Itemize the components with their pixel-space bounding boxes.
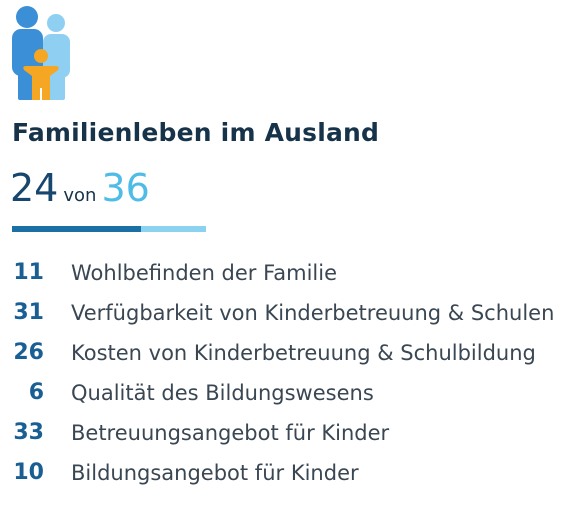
page-title: Familienleben im Ausland <box>12 118 380 147</box>
family-icon <box>8 4 80 102</box>
list-item: 11 Wohlbefinden der Familie <box>0 256 582 292</box>
item-label: Kosten von Kinderbetreuung & Schulbildun… <box>71 341 536 365</box>
list-item: 33 Betreuungsangebot für Kinder <box>0 416 582 452</box>
list-item: 26 Kosten von Kinderbetreuung & Schulbil… <box>0 336 582 372</box>
item-rank: 33 <box>13 420 44 445</box>
list-item: 10 Bildungsangebot für Kinder <box>0 456 582 492</box>
list-item: 31 Verfügbarkeit von Kinderbetreuung & S… <box>0 296 582 332</box>
rank-progress-bar <box>12 226 206 232</box>
item-label: Bildungsangebot für Kinder <box>71 461 359 485</box>
item-label: Wohlbefinden der Familie <box>71 261 338 285</box>
item-rank: 11 <box>13 260 44 285</box>
score-summary: 24 von 36 <box>10 166 150 220</box>
item-rank: 26 <box>13 340 44 365</box>
rank-separator: von <box>63 185 97 206</box>
item-label: Betreuungsangebot für Kinder <box>71 421 390 445</box>
family-icon-graphic <box>12 6 70 100</box>
item-label: Qualität des Bildungswesens <box>71 381 374 405</box>
overall-rank: 24 <box>10 166 59 210</box>
subcategory-list: 11 Wohlbefinden der Familie 31 Verfügbar… <box>0 256 582 496</box>
item-rank: 31 <box>13 300 44 325</box>
item-rank: 6 <box>28 380 44 405</box>
item-rank: 10 <box>13 460 44 485</box>
rank-progress-fill <box>12 226 142 232</box>
item-label: Verfügbarkeit von Kinderbetreuung & Schu… <box>71 301 555 325</box>
list-item: 6 Qualität des Bildungswesens <box>0 376 582 412</box>
total-count: 36 <box>101 166 150 210</box>
